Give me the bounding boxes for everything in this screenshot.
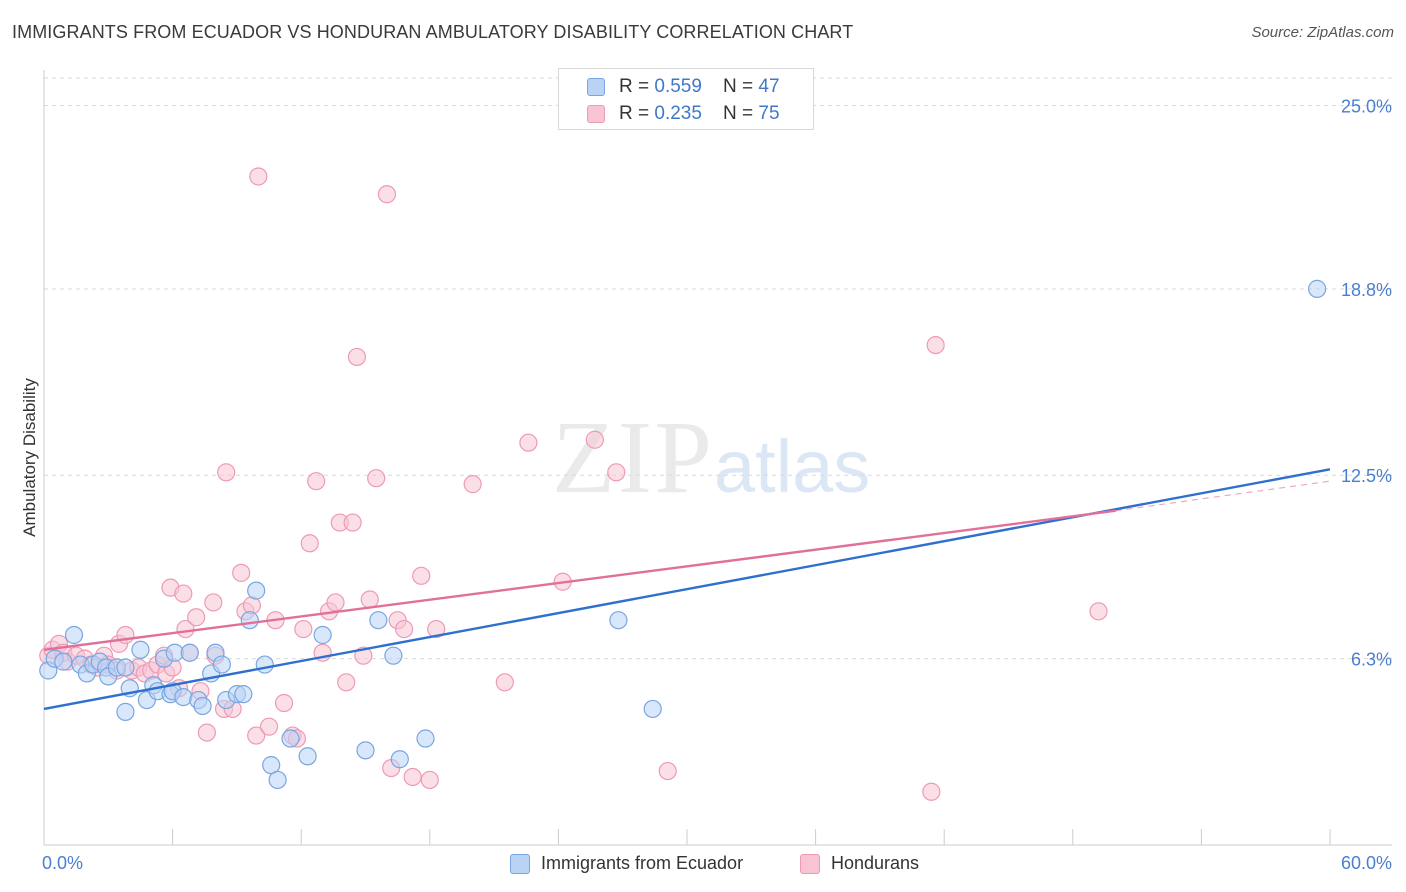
- legend-swatch-hondurans: [587, 105, 605, 123]
- y-axis-label: Ambulatory Disability: [20, 378, 39, 537]
- ecuador-point: [416, 729, 435, 748]
- ecuador-point: [369, 611, 388, 630]
- ecuador-point: [356, 741, 375, 760]
- honduran-point: [343, 513, 362, 532]
- zipatlas-watermark: ZIPatlas: [552, 398, 870, 517]
- honduran-point: [658, 761, 677, 781]
- honduran-point: [367, 469, 386, 488]
- ecuador-point: [174, 687, 193, 707]
- source-label: Source: ZipAtlas.com: [1251, 24, 1394, 41]
- honduran-point: [360, 590, 379, 609]
- ecuador-point: [116, 658, 135, 677]
- ecuador-point: [390, 750, 409, 769]
- honduran-point: [174, 584, 193, 603]
- honduran-point: [922, 782, 941, 801]
- honduran-point: [294, 619, 313, 639]
- honduran-point: [463, 475, 482, 494]
- bottom-legend-swatch-hondurans: [800, 854, 820, 874]
- x-tick-label: 60.0%: [1341, 853, 1392, 873]
- chart-title: IMMIGRANTS FROM ECUADOR VS HONDURAN AMBU…: [12, 22, 854, 42]
- ecuador-point: [247, 581, 266, 600]
- bottom-legend-label-ecuador: Immigrants from Ecuador: [541, 853, 744, 873]
- legend-n-value-hondurans: 75: [758, 103, 780, 124]
- legend-n-label: N =: [723, 76, 759, 97]
- honduran-point: [197, 723, 216, 742]
- honduran-point: [217, 463, 236, 482]
- y-tick-label: 18.8%: [1341, 280, 1392, 300]
- honduran-point: [187, 608, 206, 627]
- legend-r-label: R =: [619, 76, 655, 97]
- honduran-point: [394, 619, 414, 639]
- honduran-point: [427, 619, 446, 639]
- legend-n-value-ecuador: 47: [758, 76, 780, 97]
- honduran-point: [403, 767, 422, 787]
- ecuador-point: [64, 625, 84, 645]
- legend-r-value-hondurans: 0.235: [654, 103, 702, 124]
- honduran-point: [307, 472, 326, 491]
- ecuador-point: [180, 643, 199, 662]
- honduran-point: [519, 433, 538, 452]
- honduran-trend-extension: [1115, 480, 1331, 512]
- ecuador-point: [313, 625, 332, 645]
- bottom-legend-label-hondurans: Hondurans: [831, 853, 920, 873]
- ecuador-point: [131, 640, 150, 659]
- y-tick-label: 6.3%: [1351, 650, 1392, 670]
- honduran-point: [232, 563, 251, 582]
- honduran-point: [247, 726, 266, 745]
- ecuador-point: [609, 611, 628, 630]
- honduran-point: [259, 717, 279, 736]
- ecuador-point: [255, 655, 274, 674]
- honduran-point: [347, 347, 367, 367]
- trend-lines: [43, 468, 1331, 711]
- honduran-point: [1089, 602, 1108, 621]
- ecuador-point: [212, 655, 231, 674]
- honduran-point: [420, 770, 439, 790]
- honduran-point: [326, 593, 345, 612]
- honduran-point: [274, 693, 294, 713]
- ecuador-point: [643, 699, 662, 719]
- ecuador-point: [116, 702, 135, 721]
- honduran-point: [495, 673, 514, 692]
- y-tick-label: 25.0%: [1341, 96, 1392, 116]
- ecuador-point: [54, 652, 73, 671]
- ecuador-point: [193, 696, 212, 716]
- ecuador-point: [268, 770, 287, 790]
- legend-swatch-ecuador: [587, 78, 605, 96]
- honduran-point: [377, 185, 397, 204]
- honduran-point: [300, 534, 319, 553]
- honduran-point: [412, 566, 431, 585]
- honduran-point: [249, 167, 268, 186]
- ecuador-point: [281, 729, 300, 748]
- honduran-point: [926, 335, 945, 355]
- legend-n-label: N =: [723, 103, 759, 124]
- legend-r-value-ecuador: 0.559: [654, 76, 702, 97]
- y-tick-label: 12.5%: [1341, 466, 1392, 486]
- honduran-point: [204, 593, 223, 612]
- ecuador-point: [240, 611, 259, 630]
- ecuador-trend-line: [43, 468, 1331, 711]
- honduran-trend-line: [43, 509, 1116, 651]
- watermark-atlas: atlas: [714, 425, 871, 508]
- ecuador-point: [234, 685, 253, 704]
- tick-labels: 6.3% 12.5% 18.8% 25.0% 0.0% 60.0% Ambulatory D…: [20, 96, 1392, 873]
- x-tick-label: 0.0%: [42, 853, 83, 873]
- honduran-point: [337, 673, 356, 692]
- axes: [43, 70, 1392, 846]
- honduran-point: [585, 430, 604, 449]
- legend-r-label: R =: [619, 103, 655, 124]
- ecuador-point: [384, 646, 403, 665]
- correlation-legend: R = 0.559 N = 47 R = 0.235 N = 75: [558, 68, 814, 130]
- watermark-zip: ZIP: [552, 400, 714, 515]
- honduran-point: [607, 463, 626, 482]
- ecuador-point: [298, 747, 317, 766]
- ecuador-point: [1308, 279, 1327, 298]
- bottom-legend-swatch-ecuador: [510, 854, 530, 874]
- honduran-point: [176, 619, 195, 639]
